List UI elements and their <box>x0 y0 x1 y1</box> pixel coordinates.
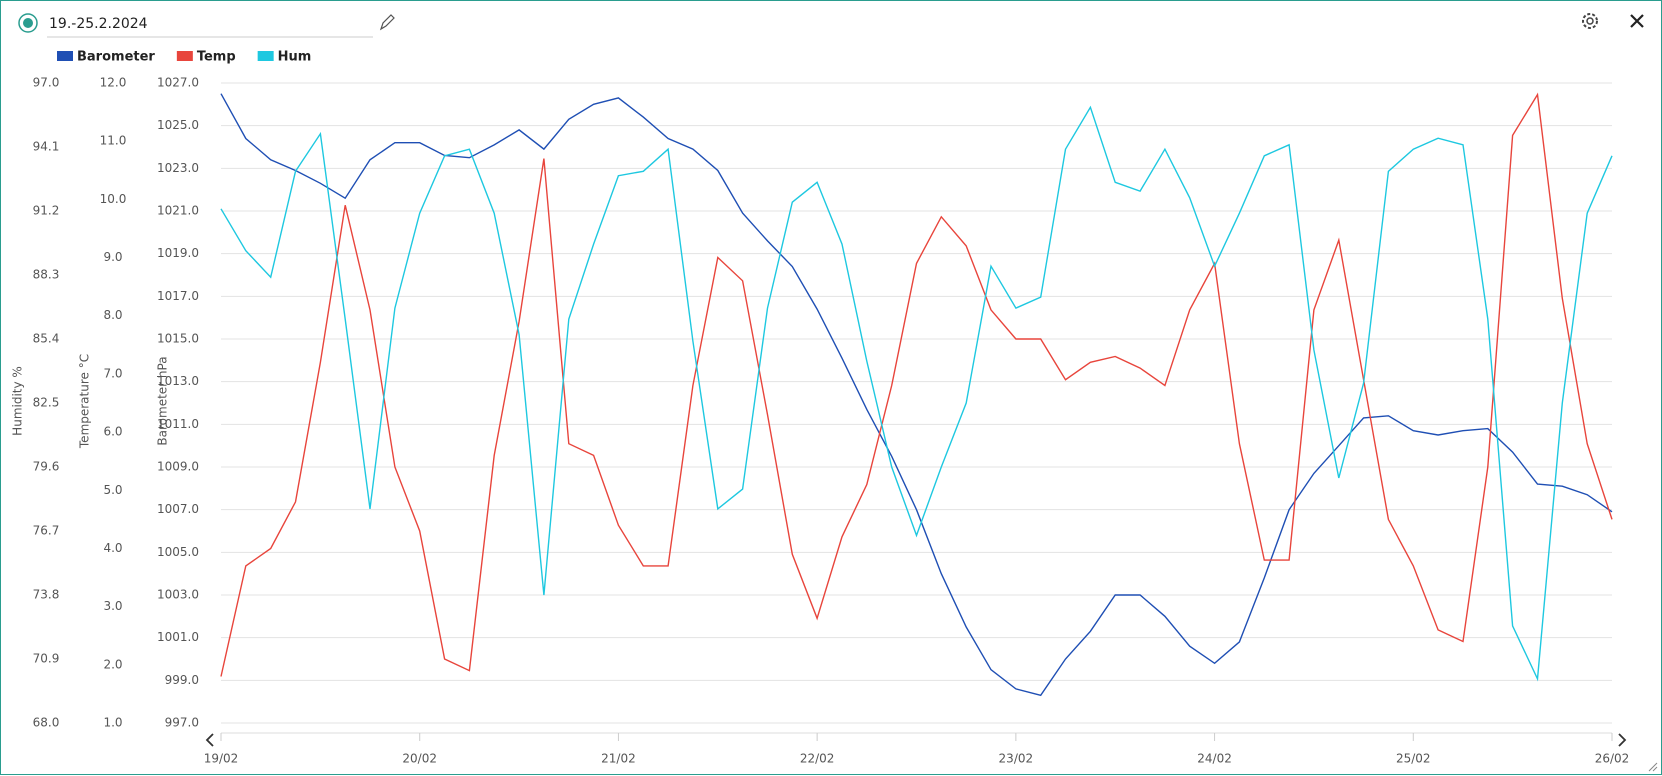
resize-grip[interactable] <box>1648 762 1658 772</box>
barometer-tick-label: 1027.0 <box>157 76 199 90</box>
humidity-tick-label: 73.8 <box>33 588 60 602</box>
legend-label: Temp <box>197 50 236 65</box>
series-line <box>220 93 1613 697</box>
x-tick-label: 25/02 <box>1396 752 1431 766</box>
gear-outer <box>1582 13 1598 29</box>
humidity-tick-label: 88.3 <box>33 268 60 282</box>
close-icon[interactable] <box>1630 14 1644 28</box>
humidity-tick-label: 68.0 <box>33 716 60 730</box>
legend-swatch <box>257 51 274 61</box>
humidity-tick-label: 91.2 <box>33 204 60 218</box>
chart-title: 19.-25.2.2024 <box>49 16 148 32</box>
temperature-tick-label: 6.0 <box>103 425 122 439</box>
barometer-tick-label: 1013.0 <box>157 374 199 388</box>
barometer-tick-label: 1005.0 <box>157 545 199 559</box>
barometer-tick-label: 1015.0 <box>157 332 199 346</box>
barometer-tick-label: 999.0 <box>165 673 199 687</box>
humidity-tick-label: 94.1 <box>33 140 60 154</box>
barometer-tick-label: 1007.0 <box>157 502 199 516</box>
humidity-tick-label: 79.6 <box>33 460 60 474</box>
axis-title: Humidity % <box>11 366 25 436</box>
barometer-tick-label: 1001.0 <box>157 630 199 644</box>
edit-icon[interactable] <box>379 14 395 31</box>
x-tick-label: 24/02 <box>1197 752 1232 766</box>
barometer-tick-label: 1011.0 <box>157 417 199 431</box>
temperature-tick-label: 2.0 <box>103 657 122 671</box>
barometer-tick-label: 1017.0 <box>157 289 199 303</box>
x-tick-label: 19/02 <box>204 752 239 766</box>
prev-arrow[interactable] <box>205 733 214 747</box>
temperature-tick-label: 8.0 <box>103 308 122 322</box>
legend-label: Hum <box>278 50 312 65</box>
radio-dot <box>23 18 33 28</box>
legend-label: Barometer <box>77 50 155 65</box>
temperature-tick-label: 7.0 <box>103 366 122 380</box>
gear-inner <box>1586 17 1594 25</box>
temperature-tick-label: 10.0 <box>100 192 127 206</box>
barometer-tick-label: 1023.0 <box>157 161 199 175</box>
temperature-tick-label: 5.0 <box>103 483 122 497</box>
temperature-tick-label: 1.0 <box>103 716 122 730</box>
barometer-tick-label: 1025.0 <box>157 118 199 132</box>
temperature-tick-label: 11.0 <box>100 134 127 148</box>
humidity-tick-label: 85.4 <box>33 332 60 346</box>
legend-swatch <box>57 51 73 61</box>
settings-icon[interactable] <box>1582 13 1598 29</box>
temperature-tick-label: 9.0 <box>103 250 122 264</box>
x-tick-label: 21/02 <box>601 752 636 766</box>
barometer-tick-label: 1021.0 <box>157 204 199 218</box>
axis-title: Barometer hPa <box>156 356 170 445</box>
barometer-tick-label: 997.0 <box>165 716 199 730</box>
legend-swatch <box>176 51 193 61</box>
axis-title: Temperature °C <box>78 354 92 449</box>
next-arrow[interactable] <box>1618 733 1627 747</box>
radio[interactable] <box>18 13 38 33</box>
humidity-tick-label: 97.0 <box>33 76 60 90</box>
x-tick-label: 22/02 <box>800 752 835 766</box>
temperature-tick-label: 4.0 <box>103 541 122 555</box>
x-tick-label: 20/02 <box>402 752 437 766</box>
humidity-tick-label: 70.9 <box>33 652 60 666</box>
temperature-tick-label: 3.0 <box>103 599 122 613</box>
humidity-tick-label: 76.7 <box>33 524 60 538</box>
barometer-tick-label: 1003.0 <box>157 588 199 602</box>
humidity-tick-label: 82.5 <box>33 396 60 410</box>
barometer-tick-label: 1009.0 <box>157 460 199 474</box>
x-tick-label: 26/02 <box>1595 752 1630 766</box>
series-line <box>220 92 1613 677</box>
x-tick-label: 23/02 <box>999 752 1034 766</box>
temperature-tick-label: 12.0 <box>100 76 127 90</box>
series-line <box>220 105 1613 682</box>
barometer-tick-label: 1019.0 <box>157 246 199 260</box>
